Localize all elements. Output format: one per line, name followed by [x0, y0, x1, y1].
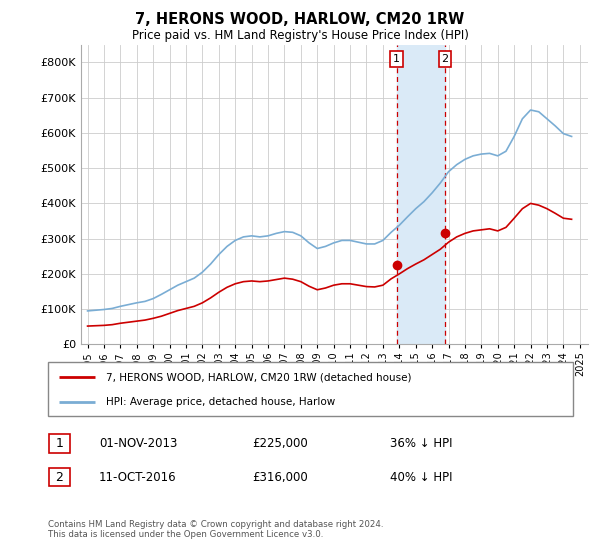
Bar [397, 45, 445, 344]
Text: 7, HERONS WOOD, HARLOW, CM20 1RW: 7, HERONS WOOD, HARLOW, CM20 1RW [136, 12, 464, 27]
Text: 7, HERONS WOOD, HARLOW, CM20 1RW (detached house): 7, HERONS WOOD, HARLOW, CM20 1RW (detach… [106, 372, 411, 382]
Text: Price paid vs. HM Land Registry's House Price Index (HPI): Price paid vs. HM Land Registry's House … [131, 29, 469, 42]
Text: 2: 2 [55, 470, 64, 484]
Text: £316,000: £316,000 [252, 470, 308, 484]
FancyBboxPatch shape [49, 435, 70, 452]
Text: 40% ↓ HPI: 40% ↓ HPI [390, 470, 452, 484]
Text: 1: 1 [393, 54, 400, 64]
Text: 11-OCT-2016: 11-OCT-2016 [99, 470, 176, 484]
Text: HPI: Average price, detached house, Harlow: HPI: Average price, detached house, Harl… [106, 397, 335, 407]
Text: 1: 1 [55, 437, 64, 450]
FancyBboxPatch shape [49, 468, 70, 486]
Text: 2: 2 [442, 54, 448, 64]
Text: 36% ↓ HPI: 36% ↓ HPI [390, 437, 452, 450]
Text: Contains HM Land Registry data © Crown copyright and database right 2024.
This d: Contains HM Land Registry data © Crown c… [48, 520, 383, 539]
FancyBboxPatch shape [48, 362, 573, 416]
Text: 01-NOV-2013: 01-NOV-2013 [99, 437, 178, 450]
Text: £225,000: £225,000 [252, 437, 308, 450]
